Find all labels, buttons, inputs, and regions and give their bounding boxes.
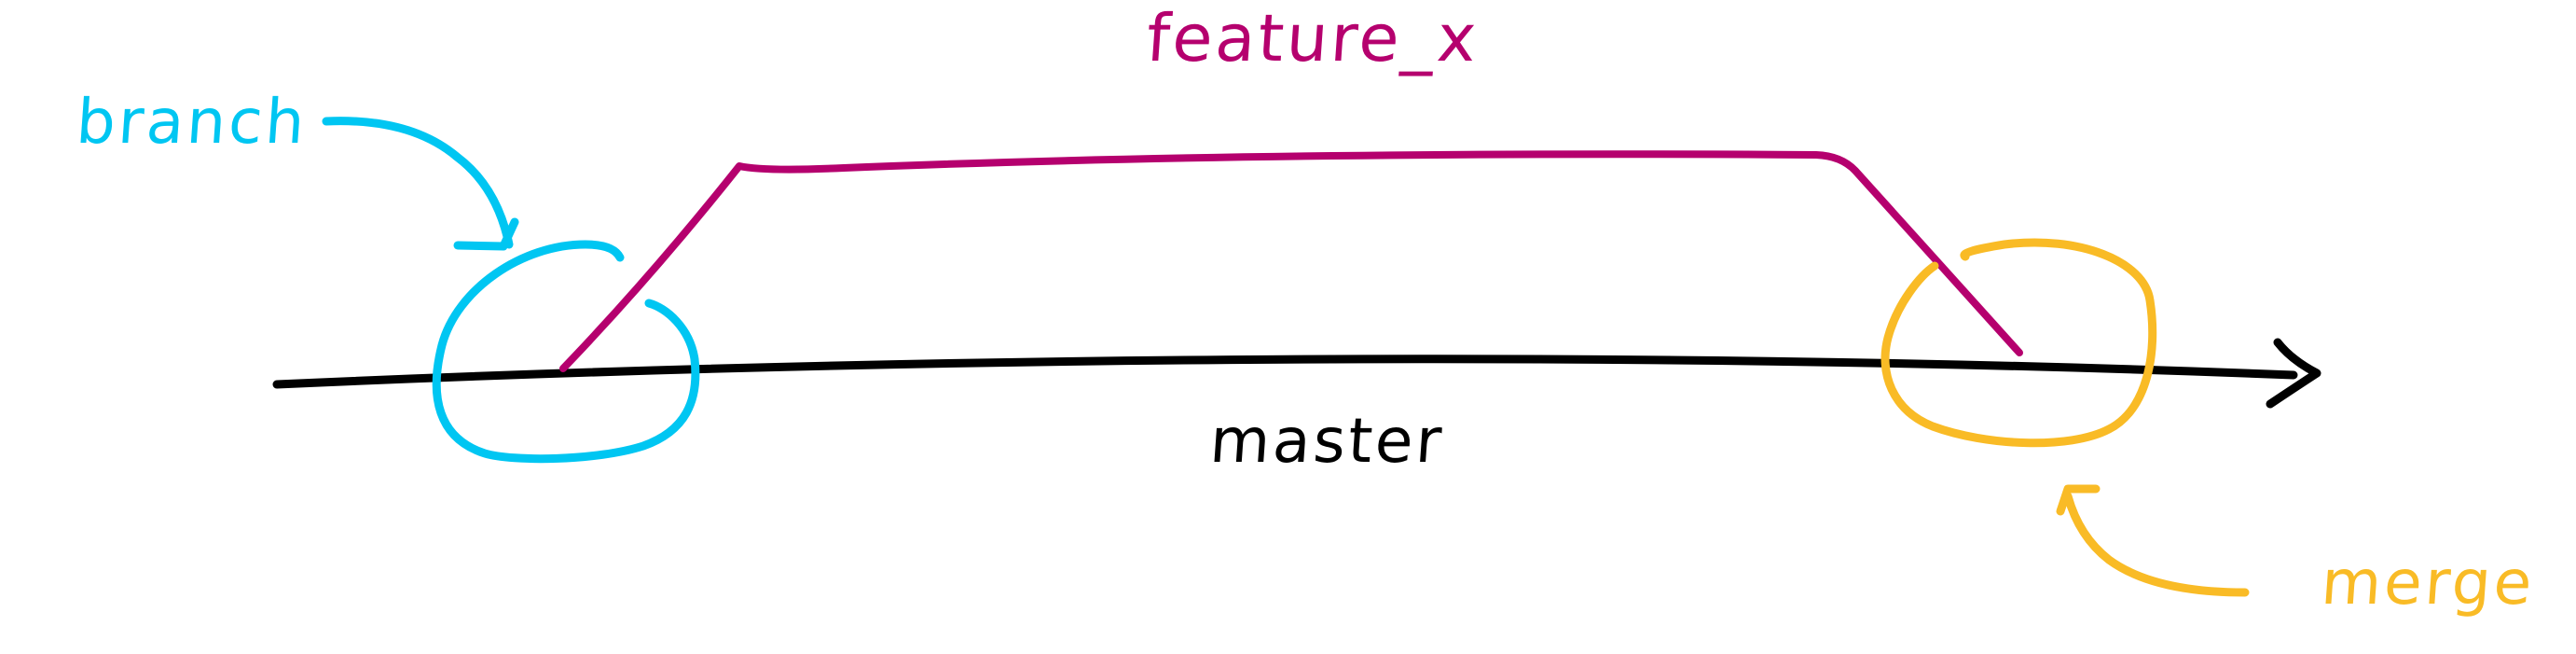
feature-branch-label: feature_x — [1144, 0, 1482, 77]
feature-branch-line — [559, 150, 2023, 372]
master-branch-line — [272, 355, 2298, 389]
branch-circle — [432, 240, 700, 464]
master-branch-label: master — [1207, 405, 1447, 477]
merge-arrow-curve — [2063, 492, 2250, 597]
merge-label: merge — [2319, 547, 2538, 619]
branch-arrowhead — [453, 217, 519, 251]
merge-arrowhead — [2056, 484, 2101, 516]
branch-arrow-curve — [322, 117, 514, 249]
master-arrowhead — [2266, 338, 2321, 409]
branch-label: branch — [74, 86, 310, 158]
merge-circle — [1880, 238, 2157, 448]
